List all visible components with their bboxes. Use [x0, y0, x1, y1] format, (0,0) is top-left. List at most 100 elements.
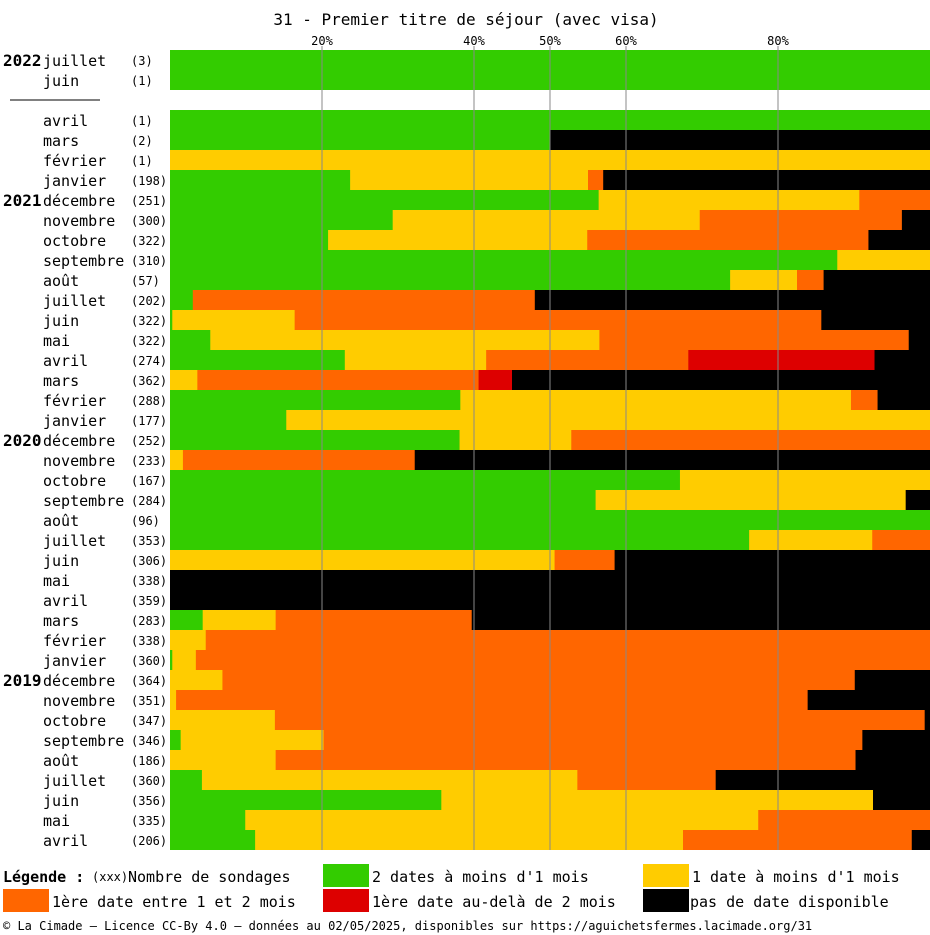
month-label: septembre — [43, 252, 124, 270]
month-label: février — [43, 392, 106, 410]
bar-segment-one-date-within-1-month — [210, 330, 600, 350]
count-label: (310) — [131, 254, 167, 268]
bar-segment-one-date-within-1-month — [595, 490, 907, 510]
chart-title: 31 - Premier titre de séjour (avec visa) — [273, 10, 658, 29]
bar-segment-first-date-1-to-2-months — [294, 310, 822, 330]
bar-segment-no-date-available — [873, 790, 930, 810]
bar-segment-one-date-within-1-month — [202, 610, 277, 630]
count-label: (288) — [131, 394, 167, 408]
month-label: mai — [43, 332, 70, 350]
bar-segment-first-date-1-to-2-months — [797, 270, 824, 290]
count-label: (360) — [131, 774, 167, 788]
legend-label-green: 2 dates à moins d'1 mois — [372, 868, 589, 886]
bar-segment-two-dates-within-1-month — [170, 170, 351, 190]
count-label: (206) — [131, 834, 167, 848]
bar-rows — [170, 50, 930, 850]
bar-segment-one-date-within-1-month — [350, 170, 589, 190]
month-label: juin — [43, 792, 79, 810]
count-label: (346) — [131, 734, 167, 748]
bar-segment-two-dates-within-1-month — [170, 410, 287, 430]
bar-segment-first-date-1-to-2-months — [599, 330, 910, 350]
bar-segment-no-date-available — [823, 270, 930, 290]
bar-segment-two-dates-within-1-month — [170, 250, 838, 270]
bar-segment-first-date-1-to-2-months — [275, 610, 473, 630]
month-label: novembre — [43, 692, 115, 710]
year-label: 2020 — [3, 431, 42, 450]
count-label: (322) — [131, 234, 167, 248]
bar-segment-first-date-1-to-2-months — [571, 430, 930, 450]
bar-segment-two-dates-within-1-month — [170, 130, 551, 150]
month-label: septembre — [43, 492, 124, 510]
bar-segment-two-dates-within-1-month — [170, 650, 173, 670]
bar-segment-first-date-1-to-2-months — [699, 210, 903, 230]
legend-swatch-yellow — [643, 864, 689, 887]
bar-segment-one-date-within-1-month — [255, 830, 684, 850]
count-label: (177) — [131, 414, 167, 428]
bar-segment-one-date-within-1-month — [837, 250, 930, 270]
month-label: octobre — [43, 712, 106, 730]
bar-segment-no-date-available — [905, 490, 930, 510]
month-label: juillet — [43, 772, 106, 790]
count-label: (364) — [131, 674, 167, 688]
bar-segment-first-date-1-to-2-months — [275, 750, 856, 770]
count-label: (274) — [131, 354, 167, 368]
bar-segment-first-date-1-to-2-months — [758, 810, 930, 830]
bar-segment-no-date-available — [807, 690, 930, 710]
bar-segment-two-dates-within-1-month — [170, 350, 346, 370]
bar-segment-no-date-available — [512, 370, 930, 390]
x-tick-label: 40% — [463, 34, 485, 48]
bar-segment-one-date-within-1-month — [180, 730, 324, 750]
count-label: (1) — [131, 74, 153, 88]
bar-segment-two-dates-within-1-month — [170, 210, 394, 230]
bar-segment-no-date-available — [471, 610, 930, 630]
bar-segment-no-date-available — [603, 170, 930, 190]
bar-segment-one-date-within-1-month — [730, 270, 798, 290]
bar-segment-one-date-within-1-month — [679, 470, 930, 490]
count-label: (283) — [131, 614, 167, 628]
bar-segment-first-date-1-to-2-months — [197, 370, 479, 390]
bar-segment-no-date-available — [614, 550, 930, 570]
bar-segment-no-date-available — [821, 310, 930, 330]
count-label: (198) — [131, 174, 167, 188]
month-label: août — [43, 752, 79, 770]
bar-segment-no-date-available — [901, 210, 930, 230]
legend-swatch-red — [323, 889, 369, 912]
bar-segment-one-date-within-1-month — [344, 350, 487, 370]
month-label: septembre — [43, 732, 124, 750]
bar-segment-one-date-within-1-month — [170, 450, 184, 470]
bar-segment-one-date-within-1-month — [286, 410, 930, 430]
bar-segment-no-date-available — [854, 670, 930, 690]
bar-segment-one-date-within-1-month — [460, 390, 852, 410]
bar-segment-no-date-available — [908, 330, 930, 350]
bar-segment-two-dates-within-1-month — [170, 270, 731, 290]
bar-segment-one-date-within-1-month — [328, 230, 588, 250]
legend-swatch-black — [643, 889, 689, 912]
bar-segment-two-dates-within-1-month — [170, 430, 460, 450]
count-label: (347) — [131, 714, 167, 728]
count-label: (322) — [131, 334, 167, 348]
bar-segment-one-date-within-1-month — [170, 750, 277, 770]
month-label: avril — [43, 352, 88, 370]
bar-segment-two-dates-within-1-month — [170, 610, 204, 630]
month-label: décembre — [43, 192, 115, 210]
bar-segment-no-date-available — [550, 130, 930, 150]
bar-segment-first-date-1-to-2-months — [205, 630, 930, 650]
bar-segment-two-dates-within-1-month — [170, 230, 329, 250]
bar-segment-one-date-within-1-month — [392, 210, 701, 230]
bar-segment-one-date-within-1-month — [598, 190, 860, 210]
month-label: juillet — [43, 292, 106, 310]
bar-segment-one-date-within-1-month — [170, 710, 276, 730]
year-label: 2019 — [3, 671, 42, 690]
bar-segment-two-dates-within-1-month — [170, 770, 203, 790]
count-label: (322) — [131, 314, 167, 328]
legend-label-red: 1ère date au-delà de 2 mois — [372, 893, 616, 911]
month-label: mai — [43, 812, 70, 830]
bar-segment-first-date-1-to-2-months — [554, 550, 615, 570]
bar-segment-one-date-within-1-month — [749, 530, 873, 550]
month-label: mai — [43, 572, 70, 590]
count-label: (57) — [131, 274, 160, 288]
bar-segment-first-date-1-to-2-months — [192, 290, 536, 310]
bar-segment-one-date-within-1-month — [459, 430, 572, 450]
count-label: (1) — [131, 154, 153, 168]
